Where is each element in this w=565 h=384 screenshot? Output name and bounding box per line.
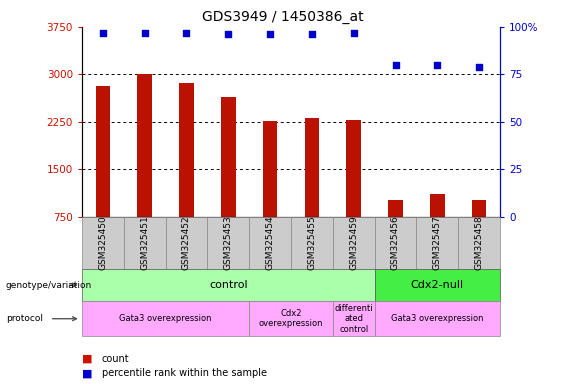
Text: control: control xyxy=(209,280,247,290)
Text: count: count xyxy=(102,354,129,364)
Bar xyxy=(388,200,403,217)
Point xyxy=(224,31,233,38)
Text: Gata3 overexpression: Gata3 overexpression xyxy=(119,314,212,323)
Bar xyxy=(179,83,194,217)
Bar xyxy=(430,194,445,217)
Point xyxy=(433,62,442,68)
Bar xyxy=(221,97,236,217)
Text: GSM325459: GSM325459 xyxy=(349,215,358,270)
Bar xyxy=(137,74,152,217)
Point xyxy=(307,31,316,38)
Point xyxy=(182,30,191,36)
Text: differenti
ated
control: differenti ated control xyxy=(334,304,373,334)
Text: percentile rank within the sample: percentile rank within the sample xyxy=(102,368,267,378)
Text: protocol: protocol xyxy=(6,314,42,323)
Text: GSM325458: GSM325458 xyxy=(475,215,484,270)
Text: GSM325454: GSM325454 xyxy=(266,215,275,270)
Text: GSM325452: GSM325452 xyxy=(182,215,191,270)
Bar xyxy=(263,121,277,217)
Text: GDS3949 / 1450386_at: GDS3949 / 1450386_at xyxy=(202,10,363,23)
Bar xyxy=(472,200,486,217)
Text: ■: ■ xyxy=(82,368,93,378)
Point xyxy=(140,30,149,36)
Bar xyxy=(305,118,319,217)
Point xyxy=(391,62,400,68)
Text: Cdx2-null: Cdx2-null xyxy=(411,280,464,290)
Text: GSM325457: GSM325457 xyxy=(433,215,442,270)
Bar xyxy=(95,86,110,217)
Text: Gata3 overexpression: Gata3 overexpression xyxy=(391,314,484,323)
Text: GSM325456: GSM325456 xyxy=(391,215,400,270)
Text: GSM325455: GSM325455 xyxy=(307,215,316,270)
Bar xyxy=(346,120,361,217)
Point xyxy=(266,31,275,38)
Text: genotype/variation: genotype/variation xyxy=(6,281,92,290)
Text: GSM325450: GSM325450 xyxy=(98,215,107,270)
Text: GSM325451: GSM325451 xyxy=(140,215,149,270)
Point xyxy=(98,30,107,36)
Point xyxy=(349,30,358,36)
Text: GSM325453: GSM325453 xyxy=(224,215,233,270)
Point xyxy=(475,64,484,70)
Text: ■: ■ xyxy=(82,354,93,364)
Text: Cdx2
overexpression: Cdx2 overexpression xyxy=(259,309,323,328)
